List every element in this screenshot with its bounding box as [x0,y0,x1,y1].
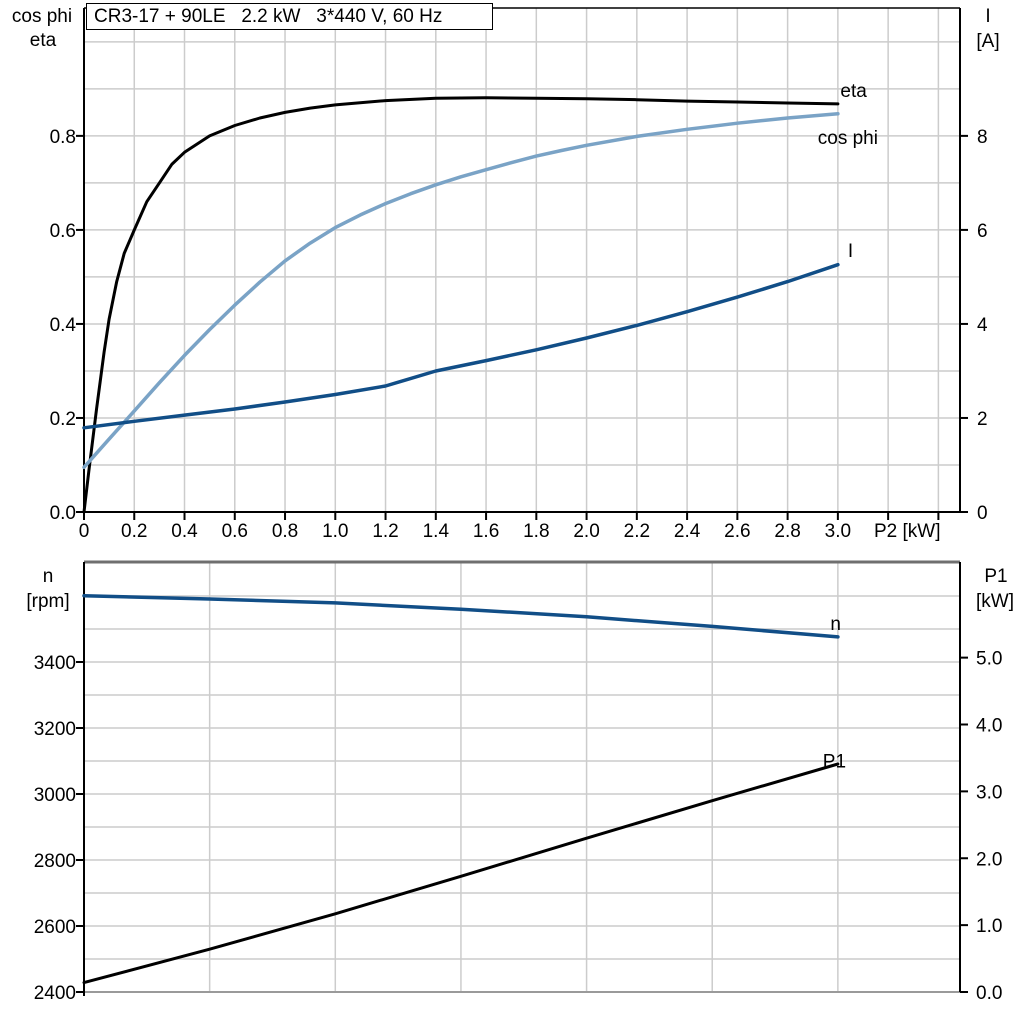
x-tick-label: 1.2 [372,521,398,542]
x-tick-label: 3.0 [825,521,851,542]
series-label-P1: P1 [823,751,846,772]
right-tick-label: 2.0 [976,849,1002,870]
right-tick-label: 5.0 [976,649,1002,670]
series-curve-I [82,262,840,430]
left-tick-label: 0.6 [50,221,76,242]
left-tick-label: 3400 [34,653,76,674]
right-tick-label: 0 [977,503,988,524]
x-tick-label: 1.8 [523,521,549,542]
left-tick-label: 2400 [34,983,76,1004]
top-right-axis-title-line2: [A] [976,31,999,52]
bottom-right-axis-title-line1: P1 [984,566,1007,587]
left-tick-label: 0.0 [50,503,76,524]
top-chart: 0 0.2 0.4 0.6 0.8 1.0 1.2 1.4 1.6 1.8 2.0 2.2 2.4 2.6… [50,7,988,542]
left-tick-label: 0.8 [50,127,76,148]
top-left-axis-title-line1: cos phi [12,6,72,27]
series-curve-n [82,593,840,639]
x-tick-label: 0 [79,521,90,542]
right-tick-label: 4 [977,315,988,336]
top-x-axis-title: P2 [kW] [874,521,941,542]
bottom-left-axis-title-line1: n [43,566,54,587]
x-tick-label: 2.6 [724,521,750,542]
series-curve-cos-phi [82,112,840,470]
x-tick-label: 0.8 [272,521,298,542]
bottom-right-axis-title-line2: [kW] [976,591,1014,612]
top-right-axis-title-line1: I [985,6,990,27]
series-label-I: I [848,241,853,262]
x-tick-label: 0.6 [222,521,248,542]
x-tick-label: 0.2 [121,521,147,542]
x-tick-label: 1.6 [473,521,499,542]
left-tick-label: 3000 [34,785,76,806]
right-tick-label: 1.0 [976,916,1002,937]
x-tick-label: 1.0 [322,521,348,542]
left-tick-label: 0.4 [50,315,77,336]
x-tick-label: 2.8 [774,521,800,542]
x-tick-label: 1.4 [423,521,450,542]
right-tick-label: 0.0 [976,983,1002,1004]
series-label-n: n [830,614,841,635]
left-tick-label: 0.2 [50,409,76,430]
left-tick-label: 3200 [34,719,76,740]
chart-title-box: CR3-17 + 90LE 2.2 kW 3*440 V, 60 Hz [86,3,493,30]
bottom-left-axis-title-line2: [rpm] [26,591,69,612]
series-label-eta: eta [840,81,867,102]
right-tick-label: 2 [977,409,988,430]
x-tick-label: 0.4 [171,521,198,542]
left-tick-label: 2800 [34,851,76,872]
right-tick-label: 3.0 [976,782,1002,803]
x-tick-label: 2.4 [674,521,701,542]
series-curve-P1 [82,762,840,985]
bottom-chart: 2400 2600 2800 3000 3200 3400 0.0 1.0 2.0 3.0 4.0 5… [34,560,1002,1004]
x-tick-label: 2.0 [573,521,599,542]
right-tick-label: 6 [977,221,988,242]
right-tick-label: 8 [977,127,988,148]
right-tick-label: 4.0 [976,716,1002,737]
series-label-cos-phi: cos phi [818,128,878,149]
top-left-axis-title-line2: eta [30,30,57,51]
x-tick-label: 2.2 [624,521,650,542]
left-tick-label: 2600 [34,917,76,938]
series-curve-eta [82,96,840,514]
